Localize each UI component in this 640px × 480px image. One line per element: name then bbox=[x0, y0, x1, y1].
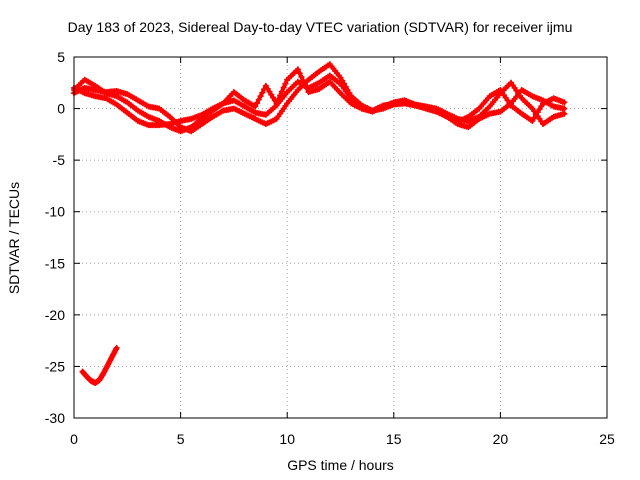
y-tick-label: -5 bbox=[53, 152, 66, 168]
data-point-marker bbox=[300, 77, 307, 84]
data-points bbox=[71, 61, 568, 386]
data-point-marker bbox=[278, 88, 285, 95]
data-point-marker bbox=[337, 74, 344, 81]
y-tick-label: 5 bbox=[57, 49, 65, 65]
data-point-marker bbox=[273, 100, 280, 107]
data-point-marker bbox=[280, 84, 287, 91]
x-tick-label: 25 bbox=[599, 431, 615, 447]
y-tick-label: 0 bbox=[57, 101, 65, 117]
data-point-marker bbox=[339, 77, 346, 84]
data-point-marker bbox=[275, 96, 282, 103]
data-point-marker bbox=[282, 80, 289, 87]
chart-title: Day 183 of 2023, Sidereal Day-to-day VTE… bbox=[67, 19, 573, 35]
series-track-c bbox=[71, 66, 568, 129]
data-point-marker bbox=[257, 93, 264, 100]
x-tick-label: 10 bbox=[279, 431, 295, 447]
y-tick-label: -30 bbox=[45, 410, 65, 426]
x-tick-label: 0 bbox=[70, 431, 78, 447]
x-tick-label: 15 bbox=[386, 431, 402, 447]
data-point-marker bbox=[303, 85, 310, 92]
data-point-marker bbox=[253, 100, 260, 107]
data-point-marker bbox=[255, 96, 262, 103]
data-point-marker bbox=[259, 89, 266, 96]
x-tick-label: 5 bbox=[177, 431, 185, 447]
data-point-marker bbox=[113, 344, 120, 351]
x-tick-label: 20 bbox=[493, 431, 509, 447]
data-point-marker bbox=[252, 103, 259, 110]
y-tick-label: -20 bbox=[45, 307, 65, 323]
plot-border bbox=[73, 56, 608, 419]
y-tick-label: -15 bbox=[45, 255, 65, 271]
data-point-marker bbox=[277, 92, 284, 99]
y-tick-label: -25 bbox=[45, 358, 65, 374]
data-point-marker bbox=[561, 105, 568, 112]
series-early-segment bbox=[79, 344, 120, 386]
x-axis-label: GPS time / hours bbox=[287, 457, 394, 473]
ticks: 0 5 10 15 20 25 5 0 -5 -10 -15 -20 -25 -30 bbox=[45, 49, 615, 447]
y-axis-label: SDTVAR / TECUs bbox=[6, 181, 22, 295]
y-tick-label: -10 bbox=[45, 204, 65, 220]
data-point-marker bbox=[561, 99, 568, 106]
grid bbox=[74, 57, 607, 418]
data-point-marker bbox=[298, 73, 305, 80]
data-point-marker bbox=[294, 66, 301, 73]
data-point-marker bbox=[561, 110, 568, 117]
data-point-marker bbox=[301, 81, 308, 88]
data-point-marker bbox=[296, 70, 303, 77]
